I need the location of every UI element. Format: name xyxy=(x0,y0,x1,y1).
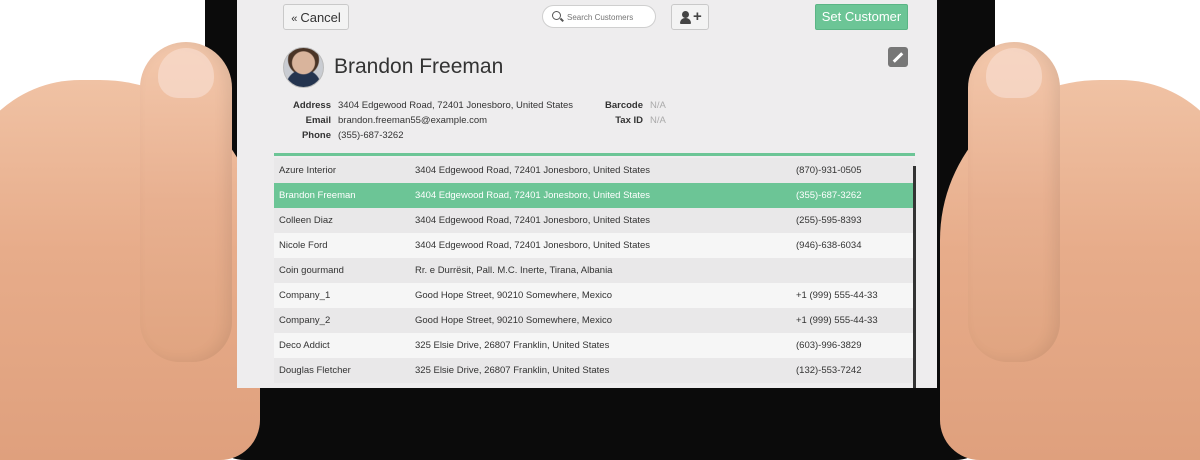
edit-customer-button[interactable] xyxy=(888,47,908,67)
customer-row-name: Brandon Freeman xyxy=(279,190,356,201)
customer-row-name: Nicole Ford xyxy=(279,240,328,251)
customer-row-phone: (255)-595-8393 xyxy=(796,215,862,226)
customer-row-phone: (603)-996-3829 xyxy=(796,340,862,351)
barcode-label: Barcode xyxy=(604,100,643,111)
phone-value: (355)-687-3262 xyxy=(338,130,404,141)
customer-row-phone: (132)-553-7242 xyxy=(796,365,862,376)
customer-list: Azure Interior 3404 Edgewood Road, 72401… xyxy=(274,153,915,388)
search-input[interactable] xyxy=(565,9,655,26)
customer-row-phone: +1 (999) 555-44-33 xyxy=(796,315,878,326)
customer-row-address: Good Hope Street, 90210 Somewhere, Mexic… xyxy=(415,290,612,301)
address-label: Address xyxy=(292,100,331,111)
search-icon xyxy=(552,11,561,20)
cancel-label: Cancel xyxy=(300,10,341,25)
pencil-icon xyxy=(892,52,904,63)
taxid-label: Tax ID xyxy=(615,115,643,126)
add-customer-button[interactable]: + xyxy=(671,4,709,30)
customer-row-phone: (355)-687-3262 xyxy=(796,190,862,201)
customer-row[interactable]: Company_1 Good Hope Street, 90210 Somewh… xyxy=(274,283,915,308)
user-icon xyxy=(682,11,689,18)
list-scrollbar[interactable] xyxy=(913,166,916,388)
customer-row-address: 325 Elsie Drive, 26807 Franklin, United … xyxy=(415,340,610,351)
set-customer-button[interactable]: Set Customer xyxy=(815,4,908,30)
customer-row-address: 325 Elsie Drive, 26807 Franklin, United … xyxy=(415,365,610,376)
customer-row-selected[interactable]: Brandon Freeman 3404 Edgewood Road, 7240… xyxy=(274,183,915,208)
double-chevron-left-icon: « xyxy=(291,13,298,25)
right-thumb xyxy=(968,42,1060,362)
barcode-value: N/A xyxy=(650,100,666,111)
customer-row-address: 3404 Edgewood Road, 72401 Jonesboro, Uni… xyxy=(415,215,651,226)
customer-row[interactable]: Company_2 Good Hope Street, 90210 Somewh… xyxy=(274,308,915,333)
customer-row-address: Good Hope Street, 90210 Somewhere, Mexic… xyxy=(415,315,612,326)
customer-name: Brandon Freeman xyxy=(334,55,504,78)
customer-row-name: Douglas Fletcher xyxy=(279,365,351,376)
customer-row-name: Azure Interior xyxy=(279,165,337,176)
customer-row-address: 3404 Edgewood Road, 72401 Jonesboro, Uni… xyxy=(415,240,651,251)
customer-row[interactable]: Colleen Diaz 3404 Edgewood Road, 72401 J… xyxy=(274,208,915,233)
cancel-button[interactable]: «Cancel xyxy=(283,4,349,30)
email-value: brandon.freeman55@example.com xyxy=(338,115,488,126)
customer-row-phone: (870)-931-0505 xyxy=(796,165,862,176)
customer-row[interactable]: Douglas Fletcher 325 Elsie Drive, 26807 … xyxy=(274,358,915,383)
customer-row-address: 3404 Edgewood Road, 72401 Jonesboro, Uni… xyxy=(415,165,651,176)
customer-row-phone: (946)-638-6034 xyxy=(796,240,862,251)
customer-row[interactable]: Nicole Ford 3404 Edgewood Road, 72401 Jo… xyxy=(274,233,915,258)
customer-row-phone: +1 (999) 555-44-33 xyxy=(796,290,878,301)
customer-row-address: Rr. e Durrësit, Pall. M.C. Inerte, Tiran… xyxy=(415,265,613,276)
email-label: Email xyxy=(305,115,331,126)
customer-row-address: 3404 Edgewood Road, 72401 Jonesboro, Uni… xyxy=(415,190,651,201)
left-thumb xyxy=(140,42,232,362)
pos-screen: «Cancel + Set Customer Brandon Freeman A… xyxy=(237,0,937,388)
phone-label: Phone xyxy=(301,130,331,141)
customer-row-name: Company_2 xyxy=(279,315,331,326)
taxid-value: N/A xyxy=(650,115,666,126)
plus-icon: + xyxy=(693,8,702,25)
customer-row-name: Coin gourmand xyxy=(279,265,344,276)
address-value: 3404 Edgewood Road, 72401 Jonesboro, Uni… xyxy=(338,100,574,111)
customer-avatar xyxy=(283,47,324,88)
customer-row-name: Colleen Diaz xyxy=(279,215,333,226)
top-toolbar: «Cancel + Set Customer xyxy=(237,0,937,34)
customer-row[interactable]: Azure Interior 3404 Edgewood Road, 72401… xyxy=(274,158,915,183)
customer-row[interactable]: Coin gourmand Rr. e Durrësit, Pall. M.C.… xyxy=(274,258,915,283)
customer-row[interactable]: Deco Addict 325 Elsie Drive, 26807 Frank… xyxy=(274,333,915,358)
customer-row-name: Deco Addict xyxy=(279,340,330,351)
search-box[interactable] xyxy=(542,5,656,28)
customer-row-name: Company_1 xyxy=(279,290,331,301)
